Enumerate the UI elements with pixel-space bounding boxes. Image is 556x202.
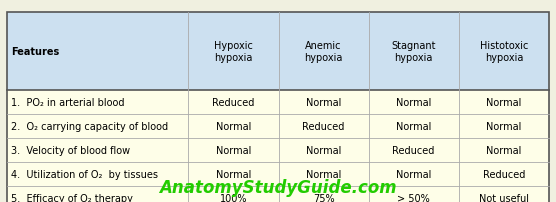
Bar xyxy=(279,186,369,202)
Bar xyxy=(279,115,369,139)
Bar xyxy=(279,13,369,91)
Text: Normal: Normal xyxy=(216,145,251,156)
Text: Normal: Normal xyxy=(486,98,522,108)
Text: > 50%: > 50% xyxy=(398,193,430,202)
Bar xyxy=(459,115,549,139)
Text: Normal: Normal xyxy=(306,145,341,156)
Text: Histotoxic
hypoxia: Histotoxic hypoxia xyxy=(480,41,528,63)
Bar xyxy=(188,115,279,139)
Text: Reduced: Reduced xyxy=(212,98,255,108)
Bar xyxy=(369,13,459,91)
Bar xyxy=(459,91,549,115)
Text: 4.  Utilization of O₂  by tissues: 4. Utilization of O₂ by tissues xyxy=(11,169,158,179)
Text: 3.  Velocity of blood flow: 3. Velocity of blood flow xyxy=(11,145,130,156)
Bar xyxy=(369,91,459,115)
Bar xyxy=(188,91,279,115)
Text: Normal: Normal xyxy=(486,145,522,156)
Bar xyxy=(279,139,369,162)
Text: Stagnant
hypoxia: Stagnant hypoxia xyxy=(391,41,436,63)
Text: Reduced: Reduced xyxy=(302,122,345,132)
Text: Anemic
hypoxia: Anemic hypoxia xyxy=(304,41,342,63)
Bar xyxy=(369,139,459,162)
Bar xyxy=(7,162,188,186)
Bar xyxy=(279,162,369,186)
Text: Not useful: Not useful xyxy=(479,193,529,202)
Text: AnatomyStudyGuide.com: AnatomyStudyGuide.com xyxy=(159,178,397,196)
Bar xyxy=(7,139,188,162)
Text: Features: Features xyxy=(11,47,59,57)
Text: 100%: 100% xyxy=(220,193,247,202)
Text: 5.  Efficacy of O₂ therapy: 5. Efficacy of O₂ therapy xyxy=(11,193,133,202)
Text: Normal: Normal xyxy=(396,98,431,108)
Bar xyxy=(459,139,549,162)
Text: 2.  O₂ carrying capacity of blood: 2. O₂ carrying capacity of blood xyxy=(11,122,168,132)
Text: 1.  PO₂ in arterial blood: 1. PO₂ in arterial blood xyxy=(11,98,125,108)
Text: Normal: Normal xyxy=(396,122,431,132)
Bar xyxy=(369,162,459,186)
Bar xyxy=(279,91,369,115)
Bar xyxy=(459,186,549,202)
Text: Reduced: Reduced xyxy=(393,145,435,156)
Bar xyxy=(188,162,279,186)
Text: Normal: Normal xyxy=(216,169,251,179)
Text: Normal: Normal xyxy=(306,98,341,108)
Bar xyxy=(188,186,279,202)
Text: Hypoxic
hypoxia: Hypoxic hypoxia xyxy=(214,41,253,63)
Bar xyxy=(459,162,549,186)
Text: Normal: Normal xyxy=(396,169,431,179)
Text: Normal: Normal xyxy=(486,122,522,132)
Bar xyxy=(7,115,188,139)
Bar xyxy=(7,91,188,115)
Bar xyxy=(369,115,459,139)
Text: Reduced: Reduced xyxy=(483,169,525,179)
Text: 75%: 75% xyxy=(313,193,334,202)
Bar xyxy=(7,13,188,91)
Text: Normal: Normal xyxy=(306,169,341,179)
Bar xyxy=(369,186,459,202)
Text: Normal: Normal xyxy=(216,122,251,132)
Bar xyxy=(459,13,549,91)
Bar xyxy=(7,186,188,202)
Bar xyxy=(188,13,279,91)
Bar xyxy=(188,139,279,162)
